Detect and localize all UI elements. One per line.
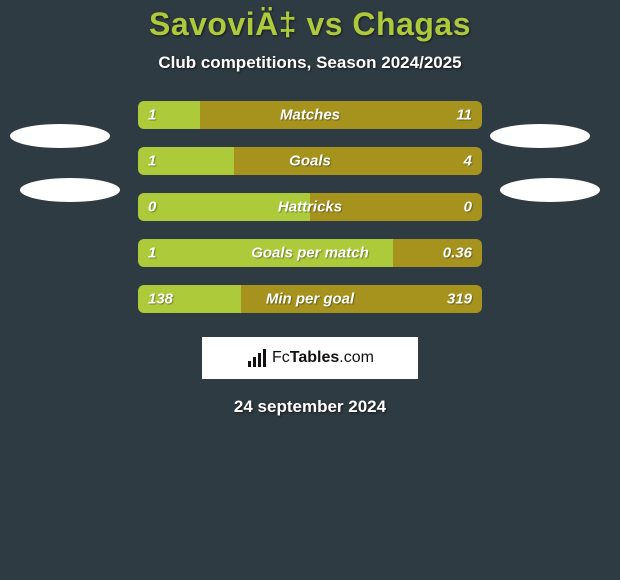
bar-chart-icon bbox=[246, 349, 268, 367]
date-label: 24 september 2024 bbox=[0, 397, 620, 417]
stat-row: 111Matches bbox=[138, 101, 482, 129]
page-subtitle: Club competitions, Season 2024/2025 bbox=[0, 53, 620, 73]
stat-label: Goals per match bbox=[251, 245, 369, 262]
stat-value-right: 11 bbox=[456, 107, 472, 124]
page-title: SavoviÄ‡ vs Chagas bbox=[0, 6, 620, 43]
stat-label: Goals bbox=[289, 153, 331, 170]
stat-label: Hattricks bbox=[278, 199, 342, 216]
team-badge-left-1 bbox=[10, 124, 110, 148]
team-badge-right-2 bbox=[500, 178, 600, 202]
stat-value-left: 1 bbox=[148, 153, 156, 170]
stat-row: 0 0 Hattricks bbox=[138, 193, 482, 221]
stat-value-left: 1 bbox=[148, 245, 156, 262]
stat-value-left: 138 bbox=[148, 291, 173, 308]
stat-value-right: 4 bbox=[464, 153, 472, 170]
stat-fill-right bbox=[200, 101, 482, 129]
team-badge-right-1 bbox=[490, 124, 590, 148]
source-logo[interactable]: FcTables.com bbox=[202, 337, 418, 379]
stat-value-right: 0 bbox=[464, 199, 472, 216]
stat-value-left: 0 bbox=[148, 199, 156, 216]
stat-rows: 111Matches14Goals00Hattricks10.36Goals p… bbox=[138, 101, 482, 313]
stat-value-right: 0.36 bbox=[443, 245, 472, 262]
stat-row: 1 0.36 Goals per match bbox=[138, 239, 482, 267]
stat-label: Matches bbox=[280, 107, 340, 124]
stat-row: 1 4 Goals bbox=[138, 147, 482, 175]
stat-value-left: 1 bbox=[148, 107, 156, 124]
stat-fill-right bbox=[234, 147, 482, 175]
team-badge-left-2 bbox=[20, 178, 120, 202]
stat-row: 138 319 Min per goal bbox=[138, 285, 482, 313]
stat-label: Min per goal bbox=[266, 291, 354, 308]
stat-value-right: 319 bbox=[447, 291, 472, 308]
source-logo-text: FcTables.com bbox=[272, 349, 374, 367]
comparison-card: SavoviÄ‡ vs Chagas Club competitions, Se… bbox=[0, 0, 620, 580]
